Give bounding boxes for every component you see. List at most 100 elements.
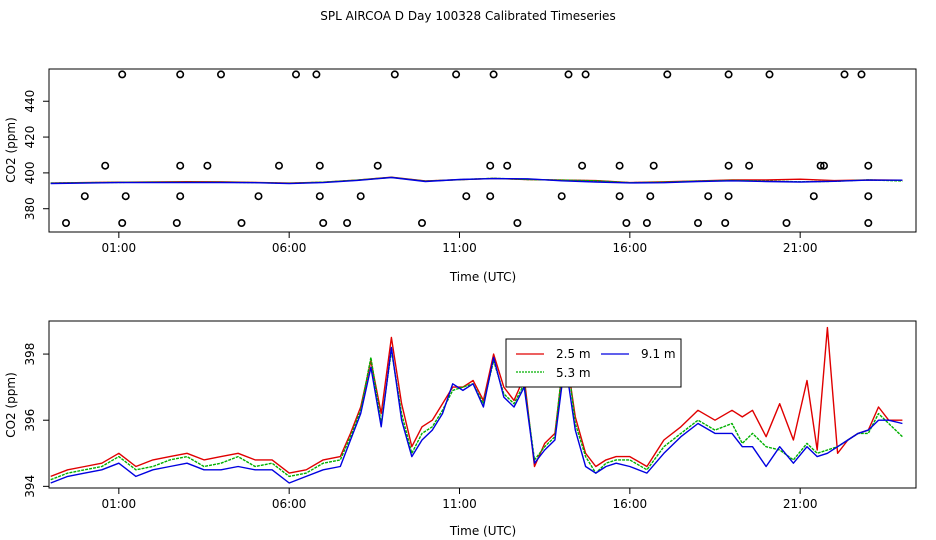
legend-label-5-3m: 5.3 m [556,366,591,380]
calibration-point [486,192,495,201]
calibration-point [417,219,426,228]
bottom-x-axis-label: Time (UTC) [449,524,516,538]
calibration-point [724,70,733,79]
chart-title: SPL AIRCOA D Day 100328 Calibrated Times… [320,9,616,23]
top-y-axis: 380 400 420 440 [23,90,49,220]
calibration-point [857,70,866,79]
y-tick-label: 440 [23,90,37,113]
top-chart-panel: 01:00 06:00 11:00 16:00 21:00 380 400 420 440 T… [4,68,917,284]
top-y-axis-label: CO2 (ppm) [4,117,18,183]
bottom-y-axis: 394 396 398 [23,343,49,498]
calibration-point [203,161,212,170]
series-line-9-1-m [50,346,903,484]
calibration-point [343,219,352,228]
calibration-point [642,219,651,228]
calibration-point [237,219,246,228]
x-tick-label: 16:00 [613,241,648,255]
calibration-point [176,161,185,170]
calibration-point [315,161,324,170]
calibration-point [864,161,873,170]
top-plot-frame [48,68,917,233]
calibration-point [622,219,631,228]
x-tick-label: 06:00 [272,497,307,511]
calibration-point [864,219,873,228]
calibration-point [578,161,587,170]
series-line-5-3-m [50,340,903,481]
bottom-x-axis: 01:00 06:00 11:00 16:00 21:00 [102,488,818,511]
y-tick-label: 400 [23,161,37,184]
calibration-point [513,219,522,228]
x-tick-label: 16:00 [613,497,648,511]
calibration-point [745,161,754,170]
calibration-point [319,219,328,228]
bottom-chart-panel: 01:00 06:00 11:00 16:00 21:00 394 396 398 Time… [4,320,917,538]
calibration-point [315,192,324,201]
calibration-point [176,192,185,201]
calibration-point [816,161,825,170]
legend-box [505,338,682,388]
legend-label-9-1m: 9.1 m [641,347,676,361]
bottom-plot-frame [48,320,917,489]
x-tick-label: 11:00 [442,241,477,255]
calibration-point [118,70,127,79]
bottom-y-axis-label: CO2 (ppm) [4,372,18,438]
calibration-point [724,192,733,201]
calibration-point [704,192,713,201]
calibration-point [356,192,365,201]
calibration-point [724,161,733,170]
calibration-point [581,70,590,79]
calibration-point [61,219,70,228]
x-tick-label: 06:00 [272,241,307,255]
calibration-point [176,70,185,79]
calibration-point [721,219,730,228]
top-series-layer [50,176,903,185]
bottom-series-layer [50,326,903,484]
x-tick-label: 01:00 [102,241,137,255]
calibration-point [390,70,399,79]
calibration-point [121,192,130,201]
calibration-point [291,70,300,79]
calibration-point [462,192,471,201]
x-tick-label: 21:00 [783,497,818,511]
legend: 2.5 m 5.3 m 9.1 m [505,338,682,388]
top-x-axis-label: Time (UTC) [449,270,516,284]
x-tick-label: 11:00 [442,497,477,511]
calibration-point [452,70,461,79]
y-tick-label: 396 [23,409,37,432]
x-tick-label: 01:00 [102,497,137,511]
calibration-point [503,161,512,170]
calibration-point [80,192,89,201]
calibration-point [564,70,573,79]
y-tick-label: 394 [23,475,37,498]
calibration-point [557,192,566,201]
calibration-point [254,192,263,201]
calibration-point [765,70,774,79]
series-line-9-1-m [50,176,903,185]
calibration-point [615,192,624,201]
calibration-point [663,70,672,79]
calibration-point [489,70,498,79]
calibration-point [312,70,321,79]
top-x-axis: 01:00 06:00 11:00 16:00 21:00 [102,232,818,255]
calibration-point [819,161,828,170]
calibration-point [864,192,873,201]
calibration-point [118,219,127,228]
calibration-point [646,192,655,201]
calibration-point [486,161,495,170]
y-tick-label: 420 [23,126,37,149]
y-tick-label: 380 [23,197,37,220]
calibration-point [101,161,110,170]
calibration-point [809,192,818,201]
calibration-point [782,219,791,228]
x-tick-label: 21:00 [783,241,818,255]
calibration-point [615,161,624,170]
calibration-point [373,161,382,170]
calibration-point [649,161,658,170]
legend-label-2-5m: 2.5 m [556,347,591,361]
calibration-point [840,70,849,79]
calibration-point [693,219,702,228]
calibration-point [274,161,283,170]
y-tick-label: 398 [23,343,37,366]
calibration-point [217,70,226,79]
